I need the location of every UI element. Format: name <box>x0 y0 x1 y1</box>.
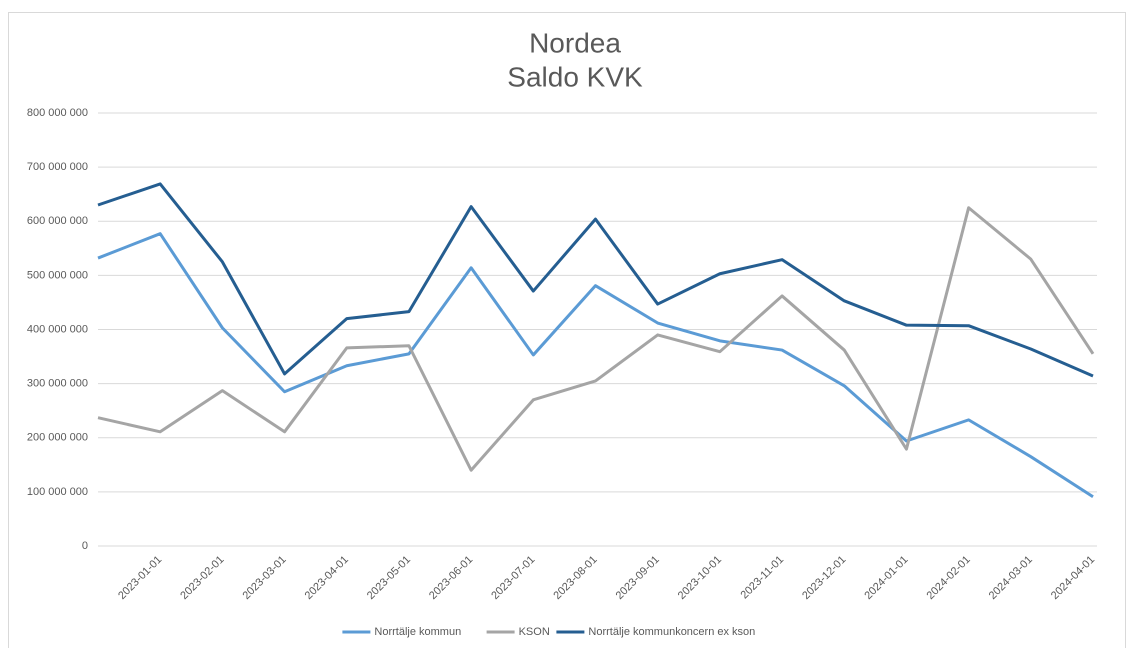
y-tick-label: 400 000 000 <box>27 323 88 335</box>
chart-title: Nordea <box>529 27 621 58</box>
y-tick-label: 0 <box>82 540 88 552</box>
legend-label: Norrtälje kommun <box>374 626 461 638</box>
series-line <box>97 206 1095 472</box>
chart-subtitle: Saldo KVK <box>507 61 643 92</box>
chart-border <box>8 12 1126 648</box>
y-tick-label: 700 000 000 <box>27 161 88 173</box>
y-tick-label: 500 000 000 <box>27 269 88 281</box>
legend-label: Norrtälje kommunkoncern ex kson <box>588 626 755 638</box>
y-tick-label: 600 000 000 <box>27 215 88 227</box>
series-line <box>97 232 1094 499</box>
series-line <box>97 182 1094 378</box>
y-tick-label: 300 000 000 <box>27 378 88 390</box>
y-tick-label: 100 000 000 <box>27 486 88 498</box>
y-tick-label: 800 000 000 <box>27 107 88 119</box>
legend-label: KSON <box>519 626 550 638</box>
y-tick-label: 200 000 000 <box>27 432 88 444</box>
